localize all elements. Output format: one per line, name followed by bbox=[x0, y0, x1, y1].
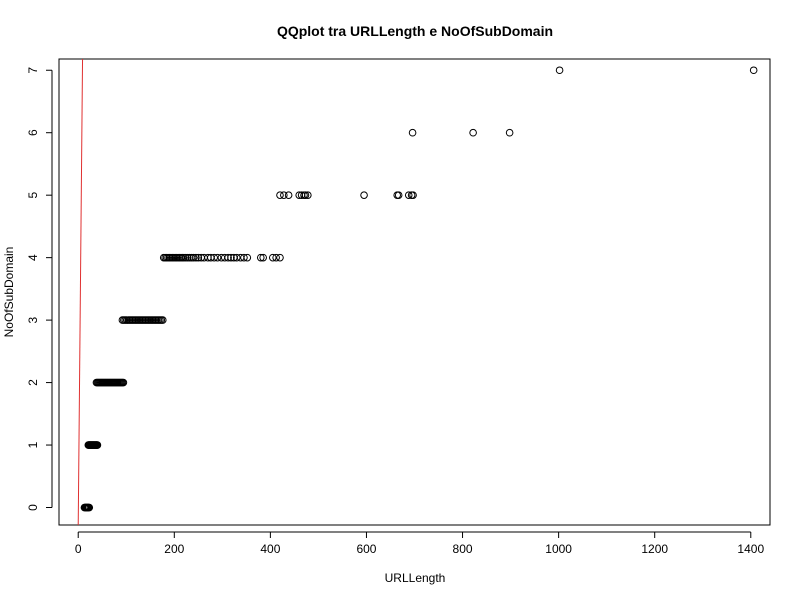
y-axis: 0 1 2 3 4 5 6 7 bbox=[26, 67, 53, 511]
data-point bbox=[749, 66, 758, 75]
data-point bbox=[301, 191, 310, 199]
y-tick-label: 5 bbox=[26, 192, 40, 199]
scatter-points bbox=[80, 66, 758, 512]
x-axis-label: URLLength bbox=[385, 571, 446, 585]
data-point bbox=[243, 253, 252, 262]
y-tick-label: 0 bbox=[26, 504, 40, 511]
data-point bbox=[304, 191, 312, 199]
data-point bbox=[158, 316, 167, 324]
chart-title: QQplot tra URLLength e NoOfSubDomain bbox=[277, 23, 553, 39]
data-point bbox=[119, 378, 128, 387]
reference-line bbox=[77, 58, 84, 526]
y-tick-label: 3 bbox=[26, 316, 40, 323]
data-point bbox=[227, 253, 235, 262]
y-tick-label: 1 bbox=[26, 441, 40, 448]
x-tick-label: 800 bbox=[453, 542, 473, 556]
data-point bbox=[85, 503, 94, 512]
data-point bbox=[276, 253, 284, 262]
data-point bbox=[404, 191, 413, 199]
data-point bbox=[505, 128, 514, 137]
data-point bbox=[210, 253, 218, 262]
data-point bbox=[256, 253, 265, 262]
data-point bbox=[469, 128, 477, 137]
data-point bbox=[272, 253, 280, 262]
y-axis-label: NoOfSubDomain bbox=[2, 247, 16, 338]
data-point bbox=[189, 253, 198, 262]
data-point bbox=[240, 253, 248, 262]
x-tick-label: 400 bbox=[260, 542, 280, 556]
data-point bbox=[183, 253, 192, 262]
x-tick-label: 1000 bbox=[545, 542, 572, 556]
y-tick-label: 6 bbox=[26, 129, 40, 136]
data-point bbox=[555, 66, 564, 75]
data-point bbox=[194, 253, 203, 262]
x-tick-label: 1400 bbox=[737, 542, 764, 556]
data-point bbox=[224, 253, 232, 262]
x-axis: 0 200 400 600 800 1000 1200 1400 bbox=[75, 531, 764, 556]
data-point bbox=[284, 191, 293, 199]
data-point bbox=[280, 191, 288, 199]
data-point bbox=[213, 253, 222, 262]
data-point bbox=[182, 253, 190, 262]
data-point bbox=[180, 253, 188, 262]
data-point bbox=[259, 253, 267, 262]
data-point bbox=[276, 191, 284, 199]
data-point bbox=[408, 128, 417, 137]
x-tick-label: 600 bbox=[356, 542, 376, 556]
data-point bbox=[192, 253, 200, 262]
x-tick-label: 200 bbox=[164, 542, 184, 556]
plot-frame bbox=[58, 58, 771, 526]
data-point bbox=[409, 191, 417, 199]
y-tick-label: 2 bbox=[26, 379, 40, 386]
data-point bbox=[93, 441, 102, 449]
y-tick-label: 7 bbox=[26, 67, 40, 74]
x-tick-label: 1200 bbox=[641, 542, 668, 556]
x-tick-label: 0 bbox=[75, 542, 82, 556]
data-point bbox=[360, 191, 368, 199]
data-point bbox=[232, 253, 241, 262]
y-tick-label: 4 bbox=[26, 254, 40, 261]
data-point bbox=[394, 191, 403, 199]
data-point bbox=[268, 253, 277, 262]
